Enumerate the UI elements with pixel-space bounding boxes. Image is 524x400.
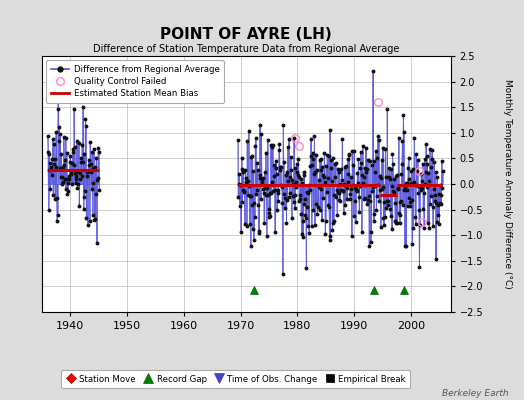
Legend: Station Move, Record Gap, Time of Obs. Change, Empirical Break: Station Move, Record Gap, Time of Obs. C…: [61, 370, 410, 388]
Y-axis label: Monthly Temperature Anomaly Difference (°C): Monthly Temperature Anomaly Difference (…: [503, 79, 512, 289]
Legend: Difference from Regional Average, Quality Control Failed, Estimated Station Mean: Difference from Regional Average, Qualit…: [46, 60, 224, 103]
Text: Difference of Station Temperature Data from Regional Average: Difference of Station Temperature Data f…: [93, 44, 399, 54]
Text: POINT OF AYRE (LH): POINT OF AYRE (LH): [160, 27, 332, 42]
Text: Berkeley Earth: Berkeley Earth: [442, 389, 508, 398]
